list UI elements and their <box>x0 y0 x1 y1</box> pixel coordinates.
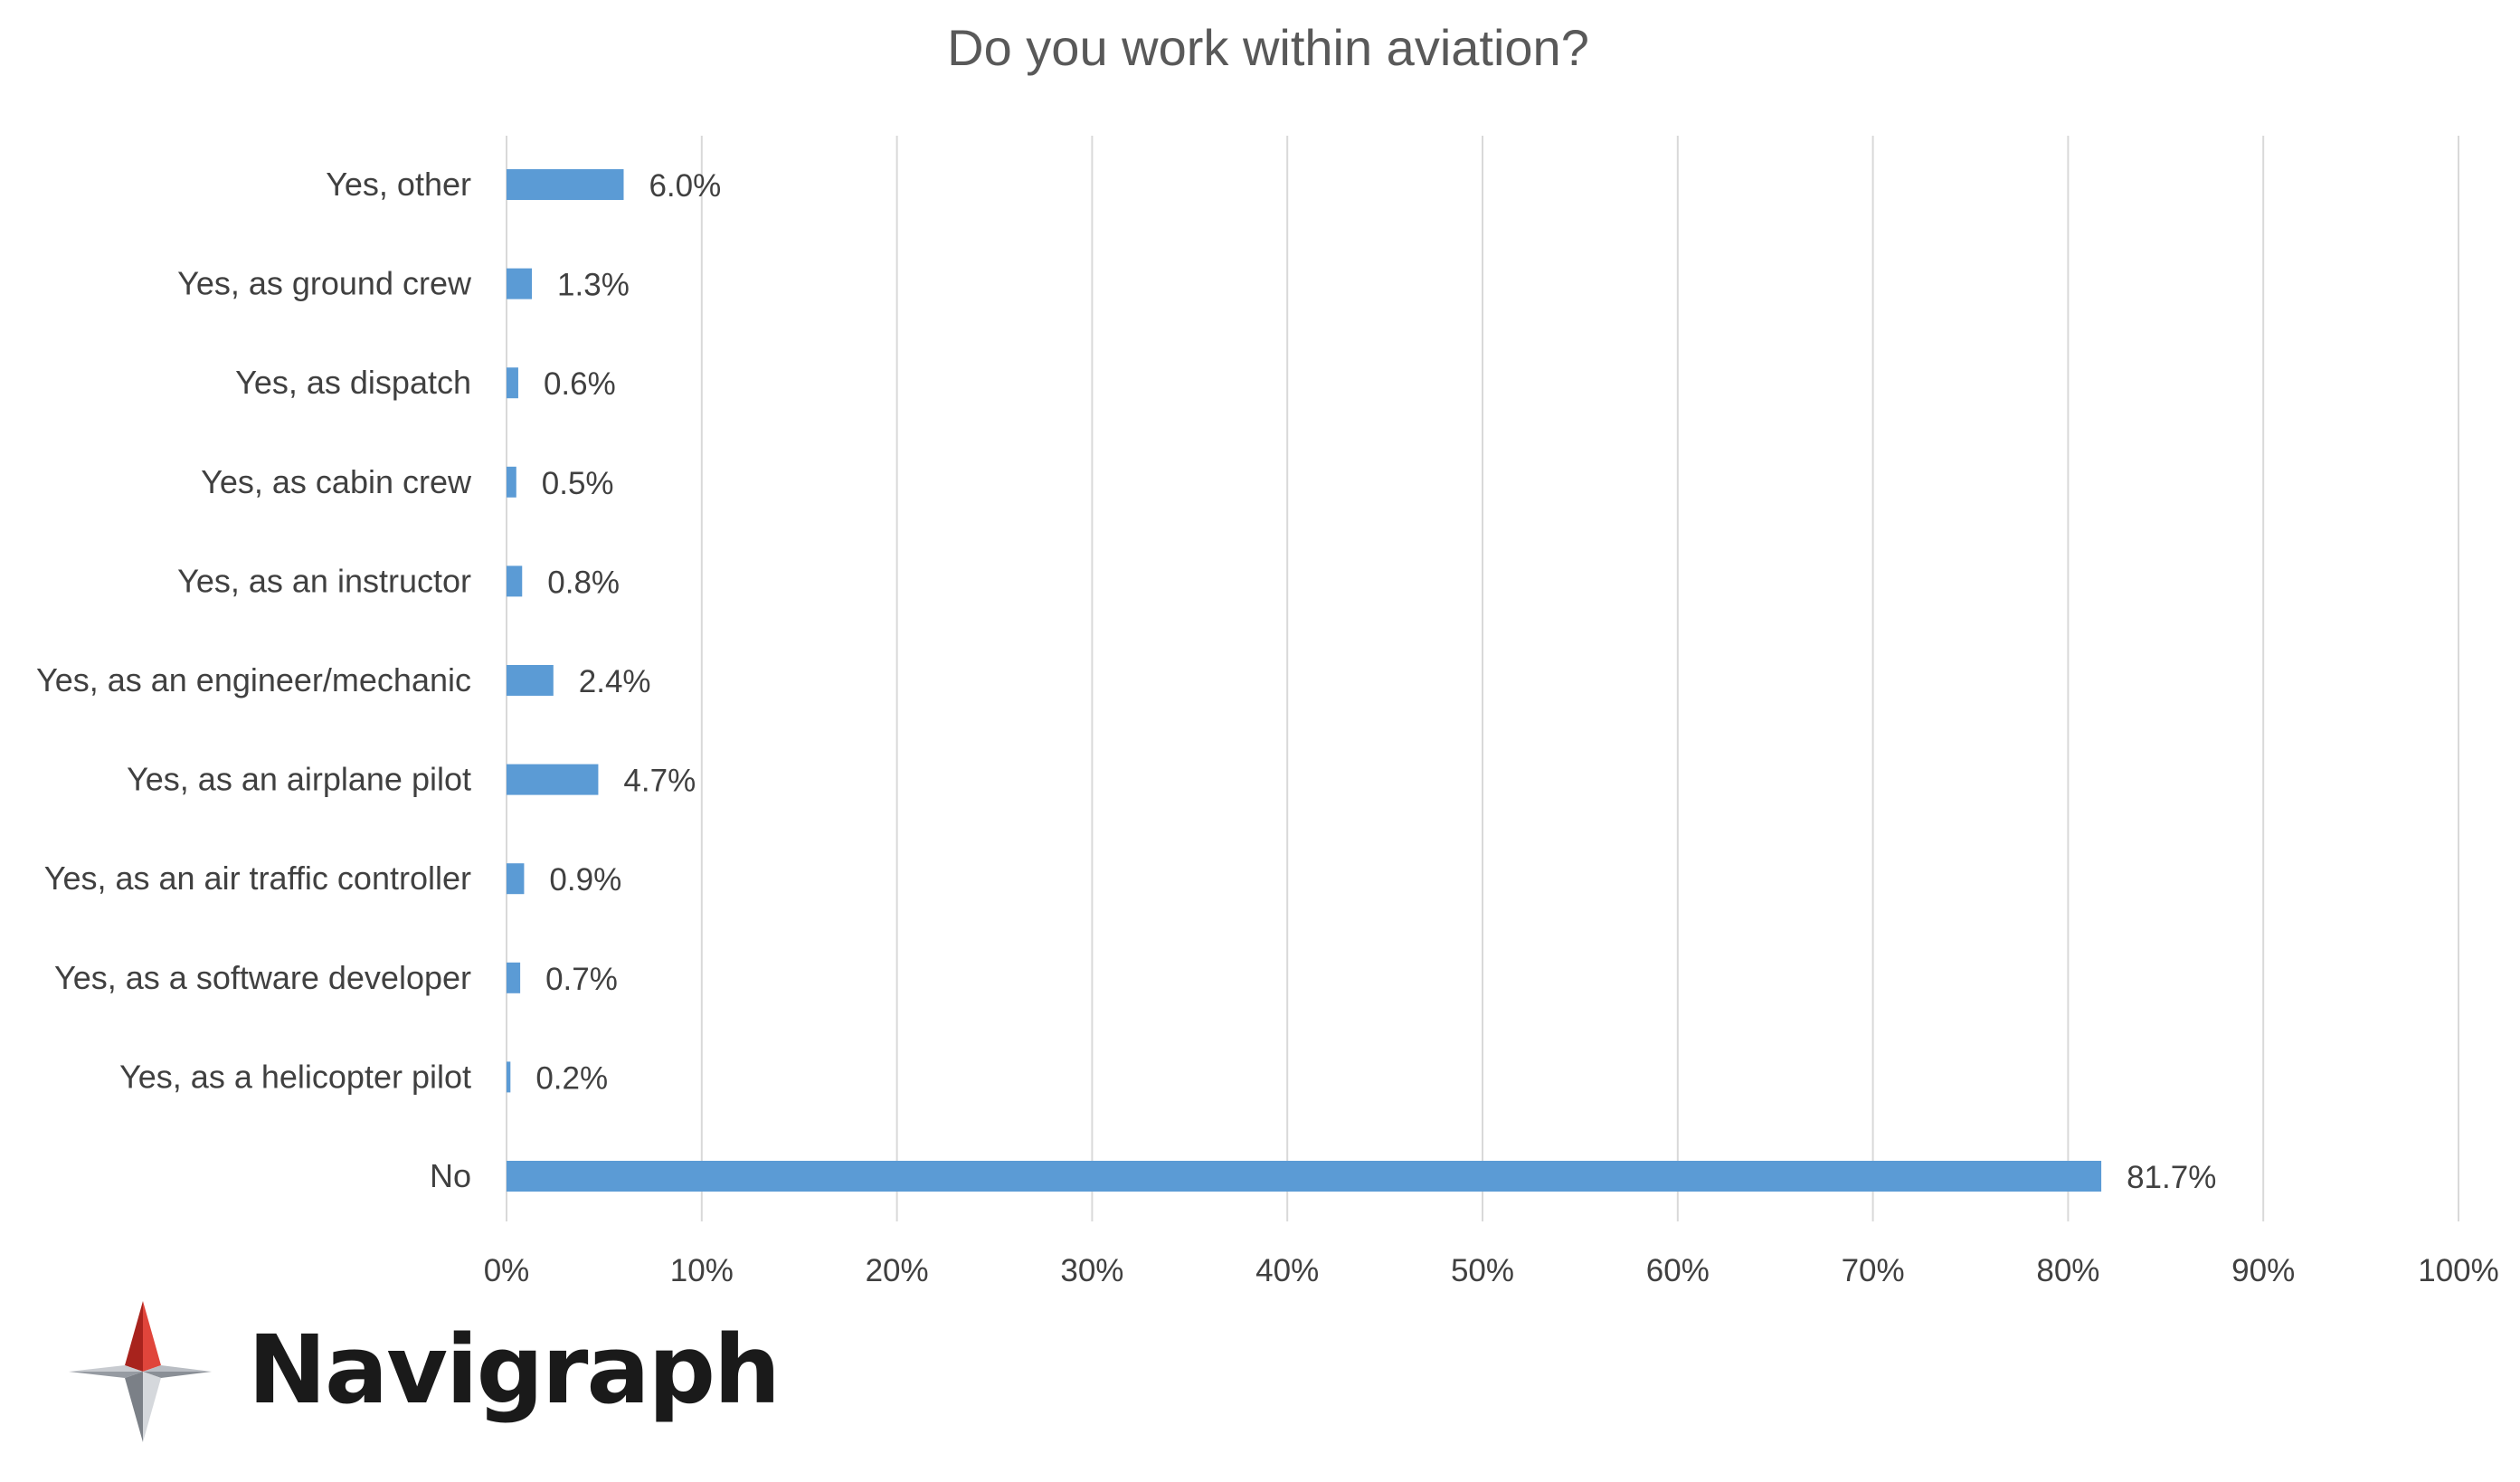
x-tick-label: 50% <box>1451 1253 1514 1288</box>
x-tick-label: 60% <box>1646 1253 1710 1288</box>
data-label: 4.7% <box>623 764 696 799</box>
data-label: 2.4% <box>579 664 651 699</box>
compass-star-icon <box>69 1301 212 1442</box>
category-label: Yes, as an air traffic controller <box>44 860 471 897</box>
x-tick-label: 70% <box>1842 1253 1905 1288</box>
category-label: Yes, as a software developer <box>54 959 471 996</box>
bar <box>507 1161 2102 1192</box>
bars <box>507 169 2102 1192</box>
brand-wordmark: Navigraph <box>248 1315 779 1425</box>
bar <box>507 1061 511 1093</box>
bar <box>507 466 516 498</box>
data-label: 81.7% <box>2127 1160 2216 1195</box>
category-label: Yes, as cabin crew <box>201 463 472 500</box>
bar <box>507 565 523 597</box>
category-label: Yes, as ground crew <box>177 265 472 302</box>
gridlines <box>506 136 2459 1221</box>
category-label: No <box>430 1157 471 1194</box>
category-label: Yes, as an instructor <box>177 562 471 599</box>
bar <box>507 169 624 200</box>
x-tick-label: 10% <box>670 1253 734 1288</box>
category-label: Yes, as a helicopter pilot <box>119 1058 471 1095</box>
data-label: 0.9% <box>549 862 621 898</box>
x-tick-label: 40% <box>1255 1253 1319 1288</box>
data-label: 0.8% <box>547 565 620 600</box>
x-tick-label: 80% <box>2036 1253 2099 1288</box>
bar <box>507 268 533 299</box>
chart-title: Do you work within aviation? <box>947 19 1589 76</box>
bar <box>507 863 525 895</box>
navigraph-logo: Navigraph <box>69 1301 781 1442</box>
x-tick-label: 100% <box>2418 1253 2499 1288</box>
x-axis-tick-labels: 0% 10% 20% 30% 40% 50% 60% 70% 80% 90% 100% <box>484 1253 2499 1288</box>
category-label: Yes, other <box>326 166 471 203</box>
x-tick-label: 30% <box>1060 1253 1123 1288</box>
category-label: Yes, as an airplane pilot <box>127 761 471 798</box>
data-label: 0.2% <box>535 1060 608 1096</box>
data-label: 0.6% <box>544 366 616 402</box>
x-tick-label: 0% <box>484 1253 530 1288</box>
category-labels: Yes, other Yes, as ground crew Yes, as dis… <box>36 166 472 1194</box>
data-label: 6.0% <box>649 168 721 204</box>
data-labels: 6.0% 1.3% 0.6% 0.5% 0.8% 2.4% 4.7% 0.9% 0.7% 0.2%… <box>535 168 2216 1195</box>
bar <box>507 367 518 399</box>
category-label: Yes, as an engineer/mechanic <box>36 661 471 698</box>
bar <box>507 962 521 993</box>
category-label: Yes, as dispatch <box>235 364 471 401</box>
bar <box>507 665 554 696</box>
data-label: 0.7% <box>545 962 618 997</box>
x-tick-label: 90% <box>2231 1253 2295 1288</box>
x-tick-label: 20% <box>866 1253 929 1288</box>
data-label: 1.3% <box>557 268 630 303</box>
bar <box>507 764 599 795</box>
data-label: 0.5% <box>542 466 614 501</box>
